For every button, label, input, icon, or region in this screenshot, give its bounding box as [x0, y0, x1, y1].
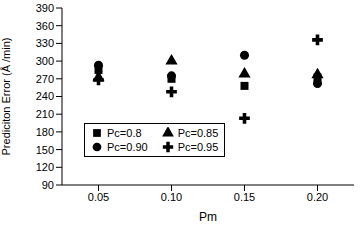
svg-text:90: 90 — [42, 179, 54, 191]
svg-text:0.15: 0.15 — [234, 191, 255, 203]
svg-text:0.10: 0.10 — [161, 191, 182, 203]
html-text:Pc=0.8: Pc=0.8 — [107, 127, 142, 139]
svg-text:360: 360 — [36, 20, 54, 32]
svg-text:180: 180 — [36, 126, 54, 138]
svg-text:390: 390 — [36, 2, 54, 14]
svg-text:270: 270 — [36, 73, 54, 85]
html-text:Pc=0.90: Pc=0.90 — [107, 141, 148, 153]
svg-text:330: 330 — [36, 37, 54, 49]
html-text:Pc=0.95: Pc=0.95 — [177, 141, 219, 153]
svg-text:300: 300 — [36, 55, 54, 67]
svg-text:120: 120 — [36, 161, 54, 173]
svg-text:150: 150 — [36, 144, 54, 156]
svg-text:210: 210 — [36, 108, 54, 120]
svg-text:Prediciton Error (Å /min): Prediciton Error (Å /min) — [8, 38, 12, 156]
svg-text:0.05: 0.05 — [88, 191, 109, 203]
svg-text:Pm: Pm — [199, 210, 217, 224]
svg-text:0.20: 0.20 — [307, 191, 328, 203]
html-text:Pc=0.85: Pc=0.85 — [177, 127, 219, 139]
svg-text:240: 240 — [36, 90, 54, 102]
